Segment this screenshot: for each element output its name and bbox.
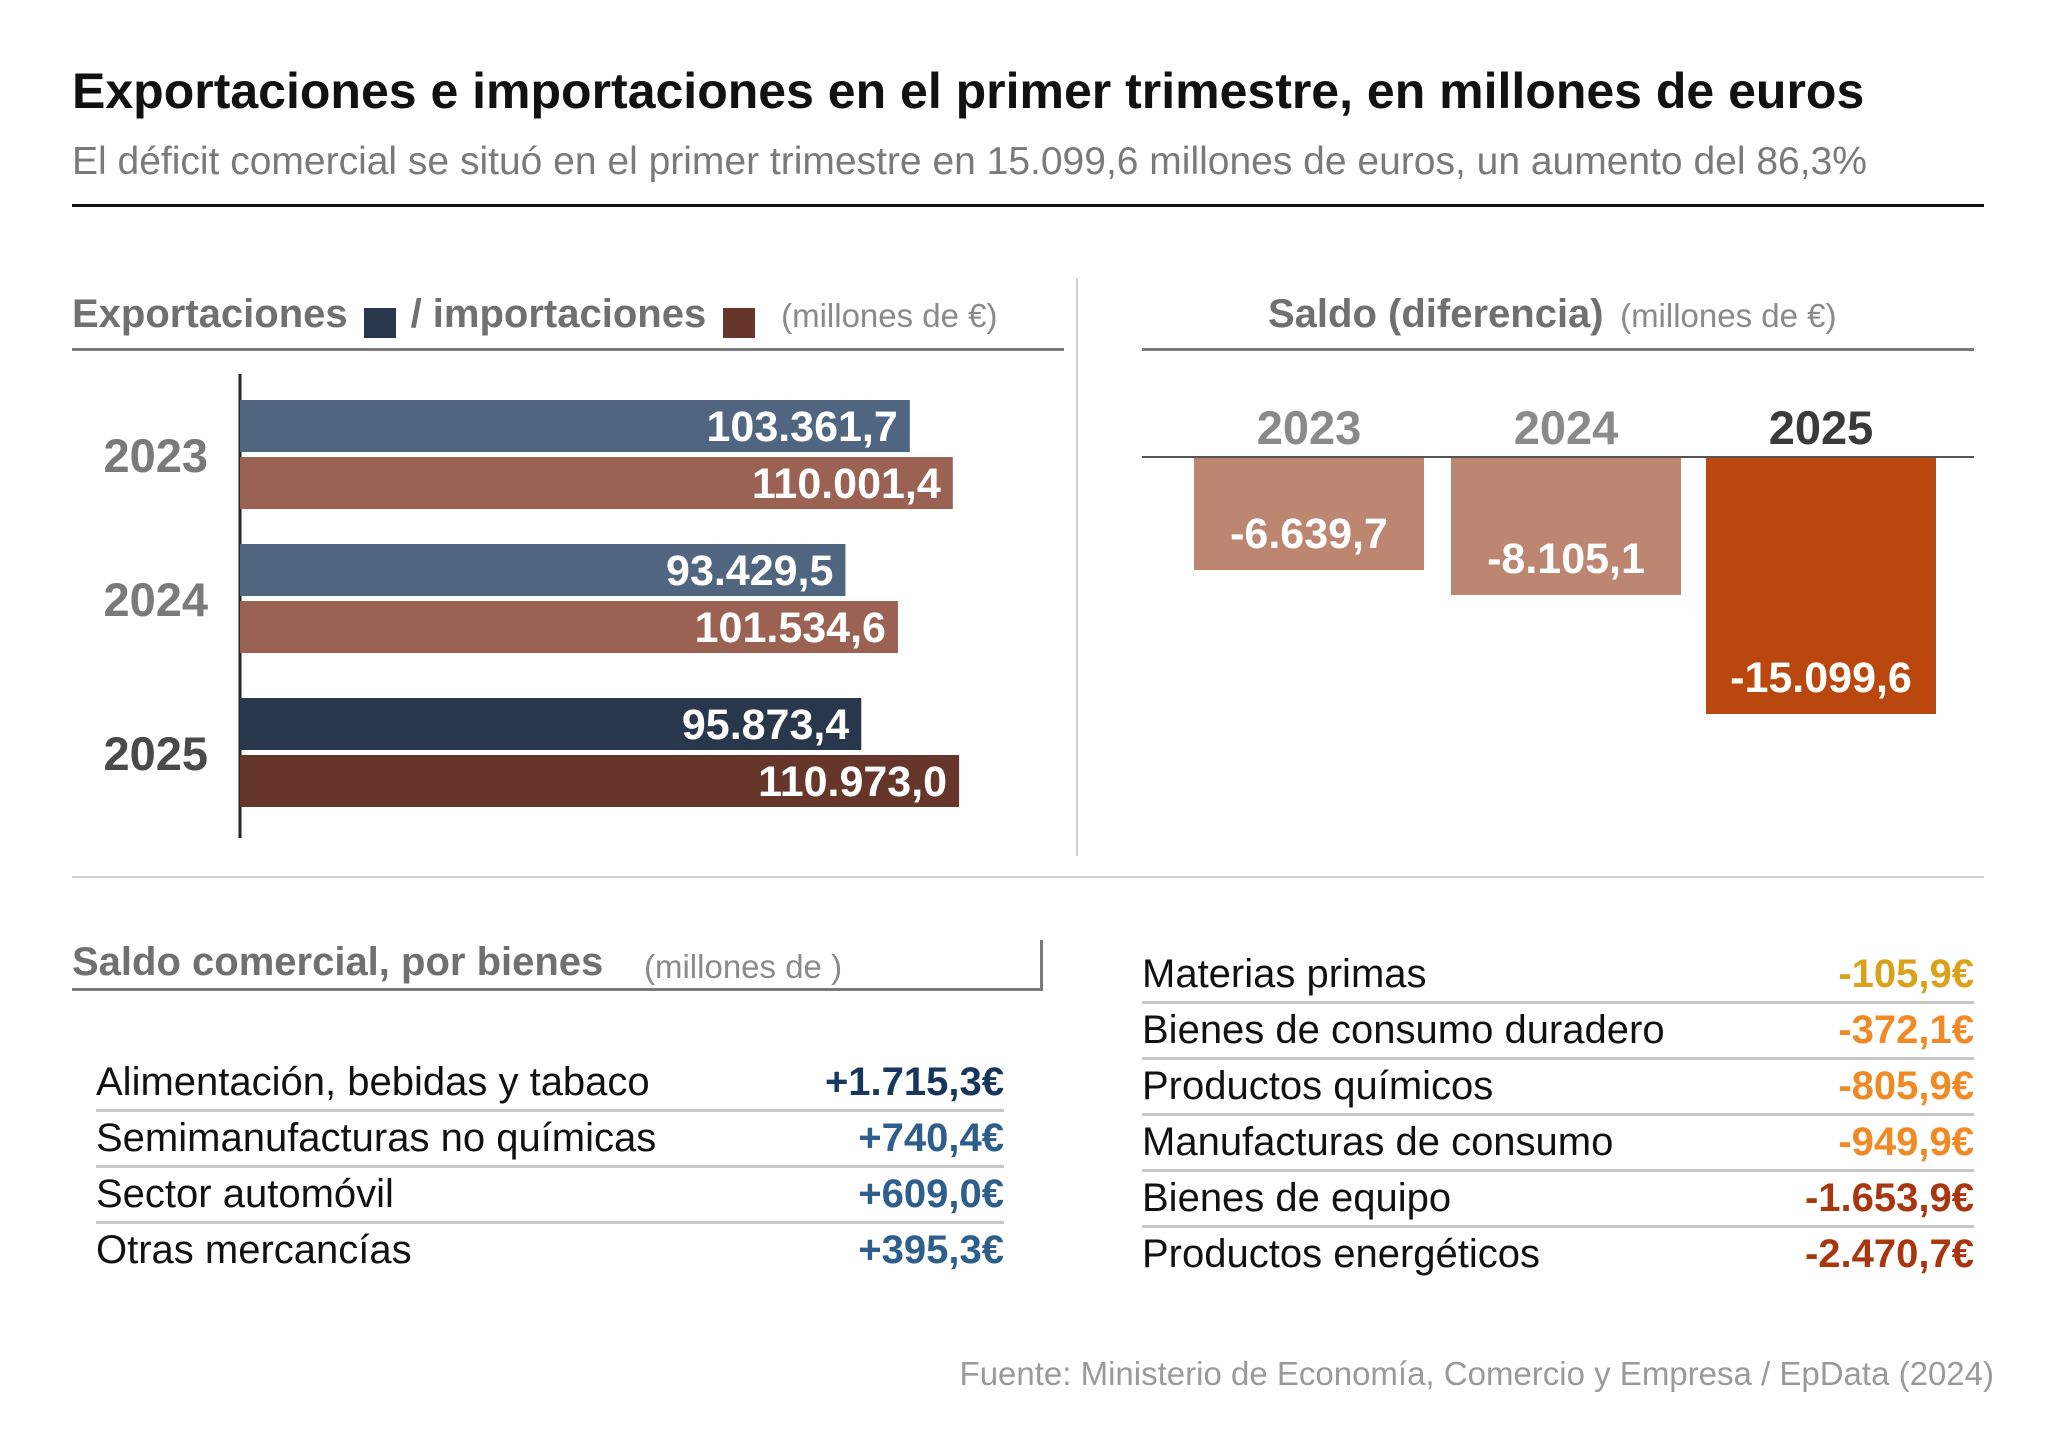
saldo-year-label: 2024 [1514,401,1619,454]
goods-row: Otras mercancías +395,3€ [96,1224,1004,1277]
exports-bar [240,698,862,750]
exports-bar [240,544,846,596]
goods-label: Otras mercancías [96,1228,412,1272]
saldo-value-label: -15.099,6 [1730,654,1912,702]
header-rule [72,204,1984,207]
goods-value: +609,0€ [858,1172,1004,1216]
goods-value: +740,4€ [858,1116,1004,1160]
saldo-bar [1706,457,1936,714]
trade-bar-chart: 2023 103.361,7 110.001,4 2024 93.429,5 101.53… [103,374,960,838]
negative-goods-table: Materias primas -105,9€ Bienes de consumo … [1142,948,1974,1281]
goods-value: -105,9€ [1838,952,1974,996]
goods-value: -372,1€ [1838,1008,1974,1052]
goods-label: Productos energéticos [1142,1232,1541,1276]
chart-title: Exportaciones e importaciones en el prim… [72,63,1865,119]
goods-label: Sector automóvil [96,1172,394,1216]
legend-exports-label: Exportaciones [72,292,348,336]
goods-row: Manufacturas de consumo -949,9€ [1142,1116,1974,1172]
goods-value: +1.715,3€ [824,1060,1004,1104]
saldo-title: Saldo (diferencia) [1268,292,1604,336]
saldo-bar [1194,457,1424,571]
trade-year-label: 2025 [103,727,208,780]
goods-label: Bienes de consumo duradero [1142,1008,1665,1052]
panel-divider [1076,278,1078,856]
legend-exports-swatch [364,307,397,338]
trade-year-label: 2023 [103,429,208,482]
goods-row: Bienes de equipo -1.653,9€ [1142,1172,1974,1228]
goods-row: Alimentación, bebidas y tabaco +1.715,3€ [96,1056,1004,1112]
saldo-unit-label: (millones de €) [1620,297,1837,334]
imports-bar [240,601,898,653]
goods-label: Manufacturas de consumo [1142,1120,1614,1164]
goods-label: Bienes de equipo [1142,1176,1452,1220]
goods-row: Productos energéticos -2.470,7€ [1142,1228,1974,1281]
saldo-value-label: -8.105,1 [1487,535,1645,583]
goods-row: Semimanufacturas no químicas +740,4€ [96,1112,1004,1168]
goods-row: Sector automóvil +609,0€ [96,1168,1004,1224]
bar-value-label: 103.361,7 [706,403,897,451]
trade-legend-rule [72,348,1064,351]
goods-title: Saldo comercial, por bienes [72,940,604,984]
goods-value: +395,3€ [858,1228,1004,1272]
trade-year-label: 2024 [103,573,208,626]
bar-value-label: 110.001,4 [752,460,941,508]
trade-legend: Exportaciones / importaciones (millones … [72,292,998,338]
goods-value: -2.470,7€ [1804,1232,1974,1276]
goods-label: Materias primas [1142,952,1427,996]
goods-unit-label: (millones de ) [644,948,843,985]
goods-label: Semimanufacturas no químicas [96,1116,657,1160]
bar-value-label: 93.429,5 [666,547,833,595]
legend-imports-swatch [722,307,755,338]
source-note: Fuente: Ministerio de Economía, Comercio… [959,1355,1994,1392]
saldo-year-label: 2023 [1257,401,1362,454]
saldo-bar-chart: 2023 -6.639,7 2024 -8.105,1 2025 -15.099,6 [1142,401,1974,714]
bar-value-label: 101.534,6 [695,604,886,652]
saldo-title-rule [1142,348,1974,351]
goods-row: Materias primas -105,9€ [1142,948,1974,1004]
goods-value: -949,9€ [1838,1120,1974,1164]
legend-imports-label: / importaciones [410,292,707,336]
imports-bar [240,457,953,509]
chart-subtitle: El déficit comercial se situó en el prim… [72,140,1867,183]
saldo-bar [1451,457,1681,595]
goods-heading: Saldo comercial, por bienes (millones de… [72,940,1043,991]
saldo-heading: Saldo (diferencia) (millones de €) [1268,292,1837,337]
saldo-value-label: -6.639,7 [1230,510,1388,558]
goods-row: Bienes de consumo duradero -372,1€ [1142,1004,1974,1060]
exports-bar [240,400,910,452]
bar-value-label: 95.873,4 [682,701,849,749]
goods-label: Productos químicos [1142,1064,1494,1108]
section-rule [72,876,1984,878]
goods-row: Productos químicos -805,9€ [1142,1060,1974,1116]
bar-value-label: 110.973,0 [758,758,947,806]
imports-bar [240,755,960,807]
positive-goods-table: Alimentación, bebidas y tabaco +1.715,3€ S… [96,1056,1004,1277]
goods-value: -1.653,9€ [1804,1176,1974,1220]
goods-value: -805,9€ [1838,1064,1974,1108]
saldo-year-label: 2025 [1769,401,1874,454]
trade-unit-label: (millones de €) [781,297,998,334]
goods-label: Alimentación, bebidas y tabaco [96,1060,650,1104]
